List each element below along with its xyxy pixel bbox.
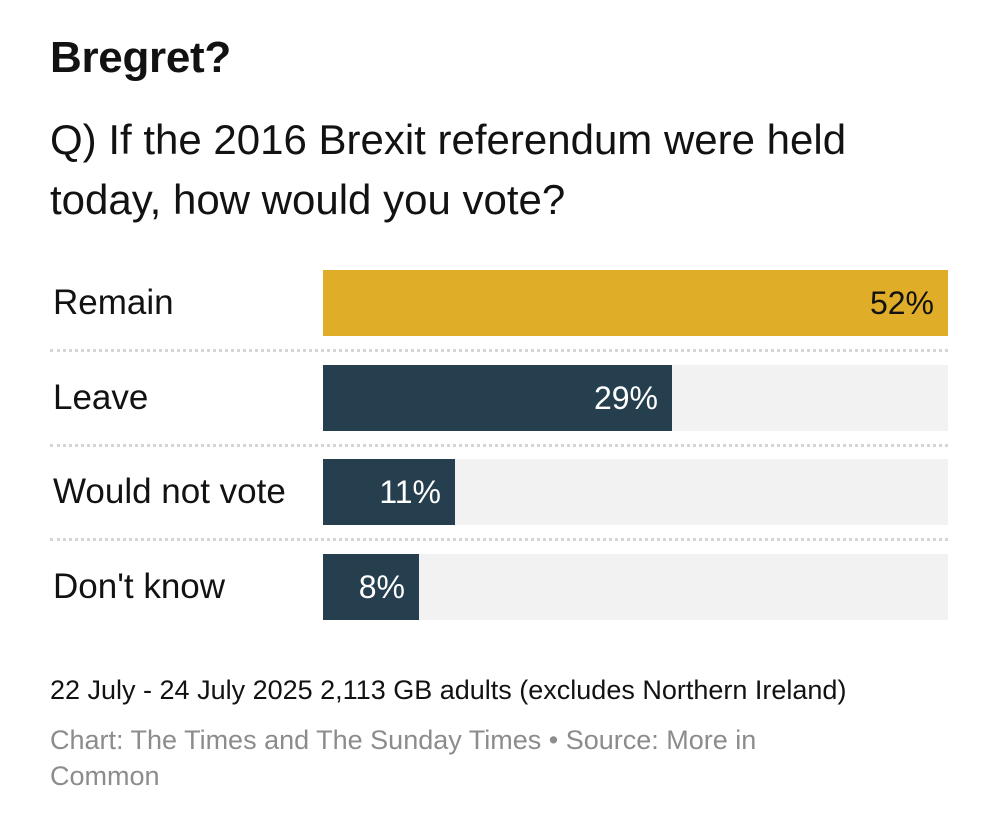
row-divider bbox=[50, 349, 948, 352]
row-divider bbox=[50, 444, 948, 447]
bar: 11% bbox=[323, 459, 455, 525]
bar-track: 52% bbox=[323, 270, 948, 336]
source-line-2: Common bbox=[50, 761, 160, 791]
bar-value-label: 52% bbox=[869, 285, 934, 321]
bar: 29% bbox=[323, 365, 672, 431]
bar-value-label: 8% bbox=[358, 569, 405, 605]
chart-row: Leave 29% bbox=[50, 363, 950, 433]
bar-track: 29% bbox=[323, 365, 948, 431]
category-label: Would not vote bbox=[53, 472, 286, 511]
bar-value-label: 29% bbox=[593, 380, 658, 416]
chart-title: Bregret? bbox=[50, 33, 231, 82]
category-label: Remain bbox=[53, 283, 174, 322]
bar-value-label: 11% bbox=[379, 474, 441, 510]
chart-subtitle: Q) If the 2016 Brexit referendum were he… bbox=[50, 116, 847, 223]
source-line-1: Chart: The Times and The Sunday Times • … bbox=[50, 725, 757, 755]
bar: 8% bbox=[323, 554, 419, 620]
category-label: Leave bbox=[53, 378, 149, 417]
bar-track: 11% bbox=[323, 459, 948, 525]
chart-row: Would not vote 11% bbox=[50, 457, 950, 527]
bar-chart: Remain 52% Leave 29% Would not vote 11% Don't … bbox=[50, 268, 950, 622]
survey-note: 22 July - 24 July 2025 2,113 GB adults (… bbox=[50, 675, 847, 705]
bar: 52% bbox=[323, 270, 948, 336]
chart-row: Remain 52% bbox=[50, 268, 950, 338]
chart-row: Don't know 8% bbox=[50, 552, 950, 622]
row-divider bbox=[50, 538, 948, 541]
chart-source: Chart: The Times and The Sunday Times • … bbox=[50, 722, 850, 794]
bar-track: 8% bbox=[323, 554, 948, 620]
category-label: Don't know bbox=[53, 567, 226, 606]
